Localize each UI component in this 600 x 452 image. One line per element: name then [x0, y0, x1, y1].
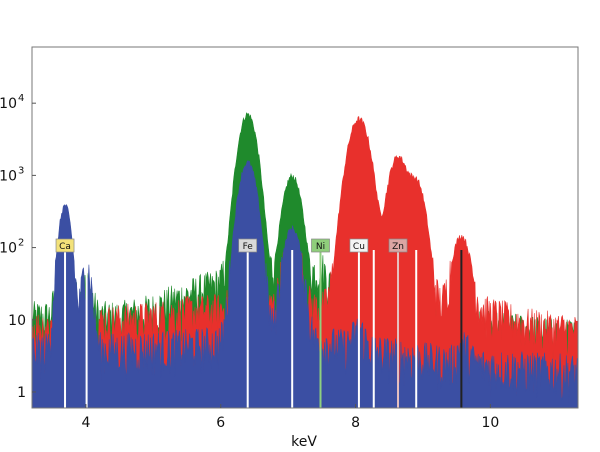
y-tick-label: 1: [17, 385, 26, 401]
element-marker-box: [311, 238, 330, 253]
element-marker-box: [238, 238, 258, 253]
y-tick-label: 10: [8, 313, 26, 329]
element-marker-label: Cu: [353, 242, 365, 252]
y-tick-exponent: 3: [18, 165, 24, 176]
element-marker-label: Ca: [59, 242, 71, 252]
element-marker-label: Fe: [243, 242, 254, 252]
element-marker-box: [55, 238, 75, 253]
x-tick-label: 4: [81, 415, 90, 431]
plot-frame: [31, 46, 579, 409]
element-marker-fe[interactable]: Fe: [238, 238, 258, 253]
x-tick-label: 6: [216, 415, 225, 431]
x-tick-label: 8: [351, 415, 360, 431]
spectrum-series-2: [31, 160, 579, 409]
element-marker-cu[interactable]: Cu: [349, 238, 369, 253]
y-tick-label: 10: [0, 96, 17, 112]
element-marker-zn[interactable]: Zn: [388, 238, 408, 253]
series-layer: [31, 112, 579, 409]
y-tick-exponent: 4: [18, 93, 24, 104]
element-marker-label: Zn: [392, 242, 404, 252]
x-axis-title: keV: [291, 434, 317, 450]
element-marker-label: Ni: [316, 242, 325, 252]
element-marker-ca[interactable]: Ca: [55, 238, 75, 253]
marker-layer: Ca Fe Ni Cu Zn: [55, 238, 463, 408]
x-tick-label: 10: [481, 415, 499, 431]
element-marker-box: [349, 238, 369, 253]
y-tick-label: 10: [0, 241, 17, 257]
y-tick-label: 10: [0, 168, 17, 184]
element-marker-ni[interactable]: Ni: [311, 238, 330, 253]
y-tick-exponent: 2: [18, 238, 24, 249]
element-marker-box: [388, 238, 408, 253]
